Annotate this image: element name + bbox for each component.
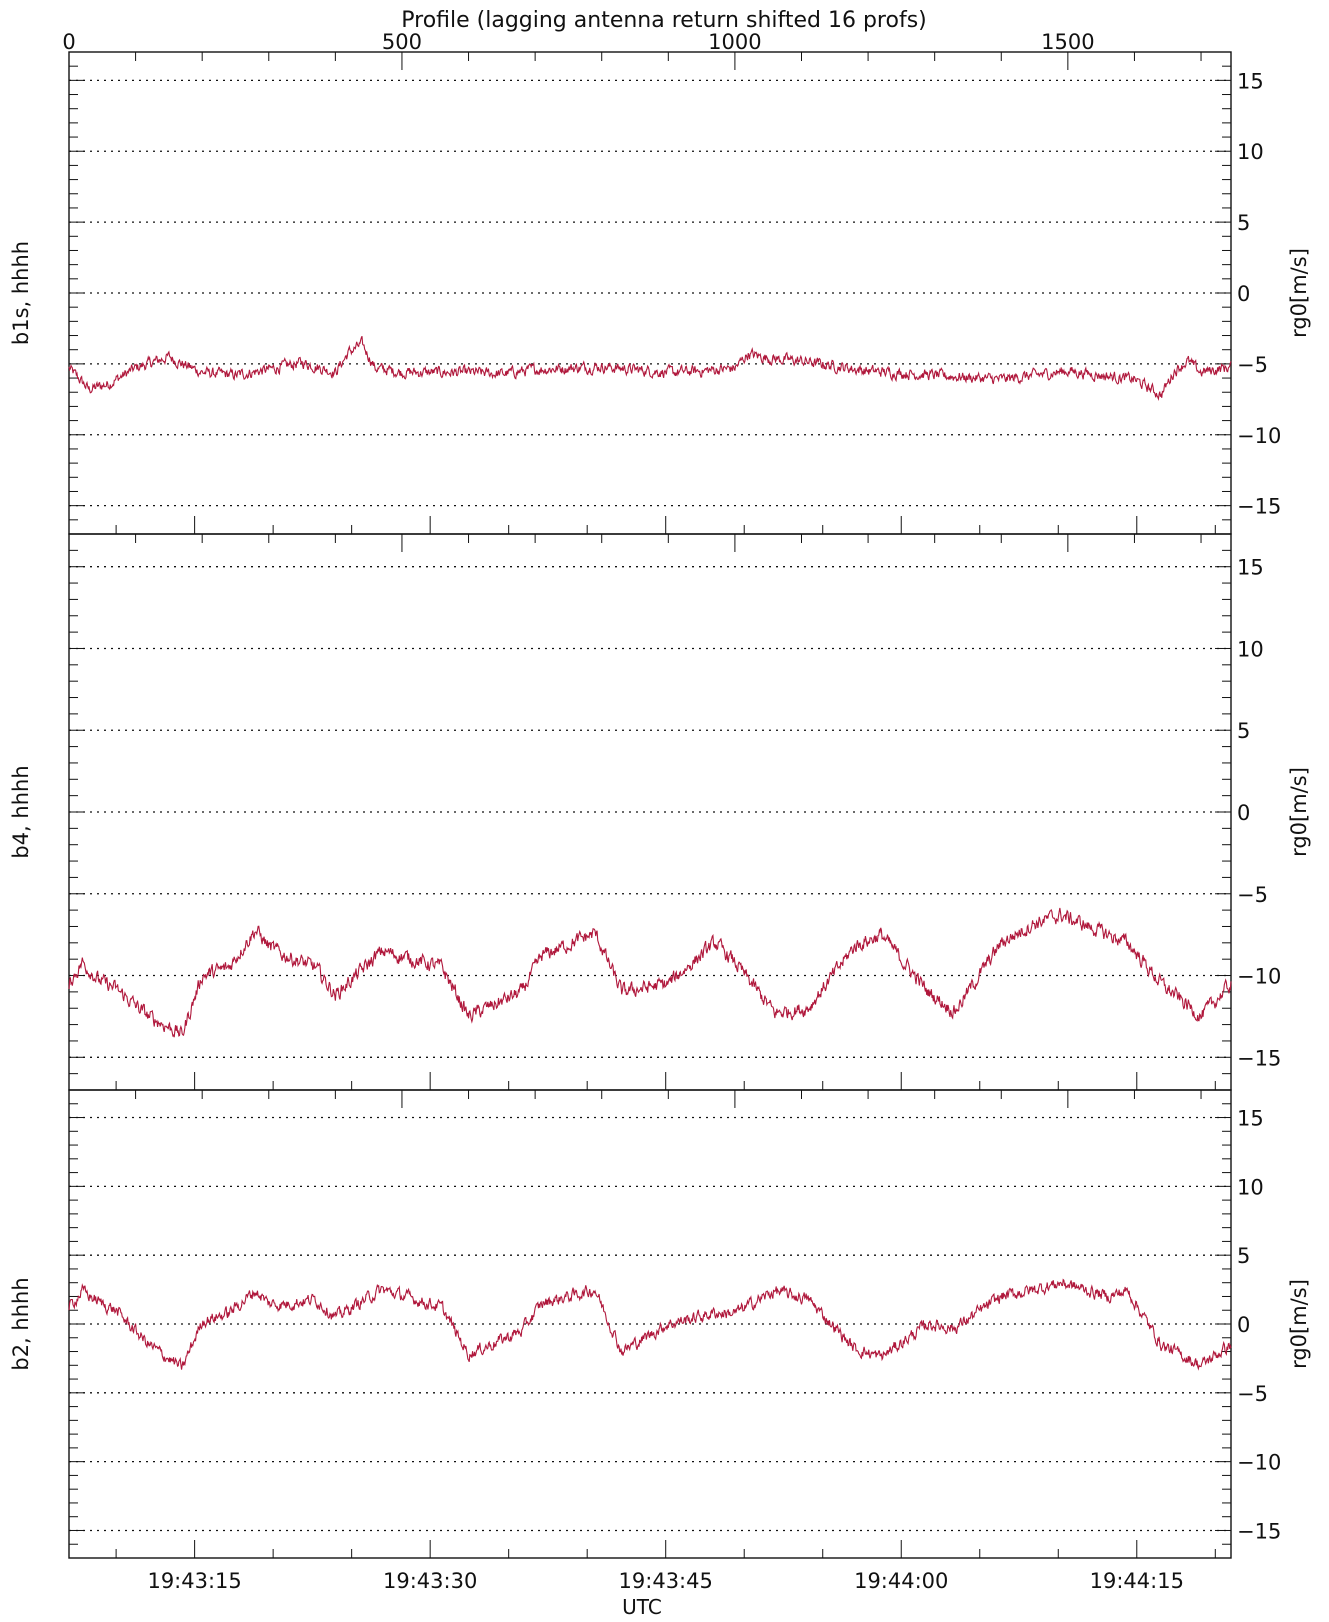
y-tick-label-panel2: −15 xyxy=(1237,1046,1281,1070)
top-tick-label: 1000 xyxy=(708,30,761,54)
y-label-right-panel3: rg0[m/s] xyxy=(1287,1279,1311,1369)
y-tick-label-panel3: 10 xyxy=(1237,1175,1264,1199)
x-tick-label: 19:43:30 xyxy=(383,1569,477,1593)
y-tick-label-panel1: −5 xyxy=(1237,353,1268,377)
y-tick-label-panel1: 5 xyxy=(1237,211,1250,235)
data-line-panel3 xyxy=(68,1278,1232,1371)
y-tick-label-panel1: 10 xyxy=(1237,140,1264,164)
y-tick-label-panel3: 0 xyxy=(1237,1313,1250,1337)
y-tick-label-panel2: −10 xyxy=(1237,965,1281,989)
y-tick-label-panel2: 5 xyxy=(1237,719,1250,743)
panel-frame-3 xyxy=(68,1089,1232,1559)
x-tick-label: 19:43:15 xyxy=(147,1569,241,1593)
y-tick-label-panel1: 15 xyxy=(1237,69,1264,93)
y-tick-label-panel2: −5 xyxy=(1237,883,1268,907)
y-label-left-panel1: b1s, hhhh xyxy=(9,241,33,345)
y-tick-label-panel2: 10 xyxy=(1237,637,1264,661)
y-tick-label-panel1: −10 xyxy=(1237,424,1281,448)
y-tick-label-panel1: −15 xyxy=(1237,495,1281,519)
top-tick-label: 1500 xyxy=(1041,30,1094,54)
y-tick-label-panel3: −5 xyxy=(1237,1382,1268,1406)
x-axis-title: UTC xyxy=(622,1595,662,1619)
top-tick-label: 500 xyxy=(382,30,422,54)
y-tick-label-panel3: −10 xyxy=(1237,1451,1281,1475)
y-label-right-panel1: rg0[m/s] xyxy=(1287,248,1311,338)
y-tick-label-panel2: 15 xyxy=(1237,556,1264,580)
data-line-panel1 xyxy=(68,335,1232,401)
y-tick-label-panel1: 0 xyxy=(1237,282,1250,306)
y-tick-label-panel3: 5 xyxy=(1237,1244,1250,1268)
top-axis-title: Profile (lagging antenna return shifted … xyxy=(401,8,927,33)
y-label-left-panel3: b2, hhhh xyxy=(9,1277,33,1370)
x-tick-label: 19:44:00 xyxy=(854,1569,948,1593)
x-tick-label: 19:44:15 xyxy=(1090,1569,1184,1593)
panels: 15 10 5 0 −5 −10 −15 b1s, hhhh rg0[m/s] 15 10 5 0 −5 −… xyxy=(9,30,1311,1593)
y-label-left-panel2: b4, hhhh xyxy=(9,765,33,858)
top-tick-label: 0 xyxy=(62,30,75,54)
y-tick-label-panel3: 15 xyxy=(1237,1107,1264,1131)
x-tick-label: 19:43:45 xyxy=(619,1569,713,1593)
data-line-panel2 xyxy=(68,907,1232,1038)
y-tick-label-panel3: −15 xyxy=(1237,1519,1281,1543)
y-tick-label-panel2: 0 xyxy=(1237,801,1250,825)
y-label-right-panel2: rg0[m/s] xyxy=(1287,767,1311,857)
